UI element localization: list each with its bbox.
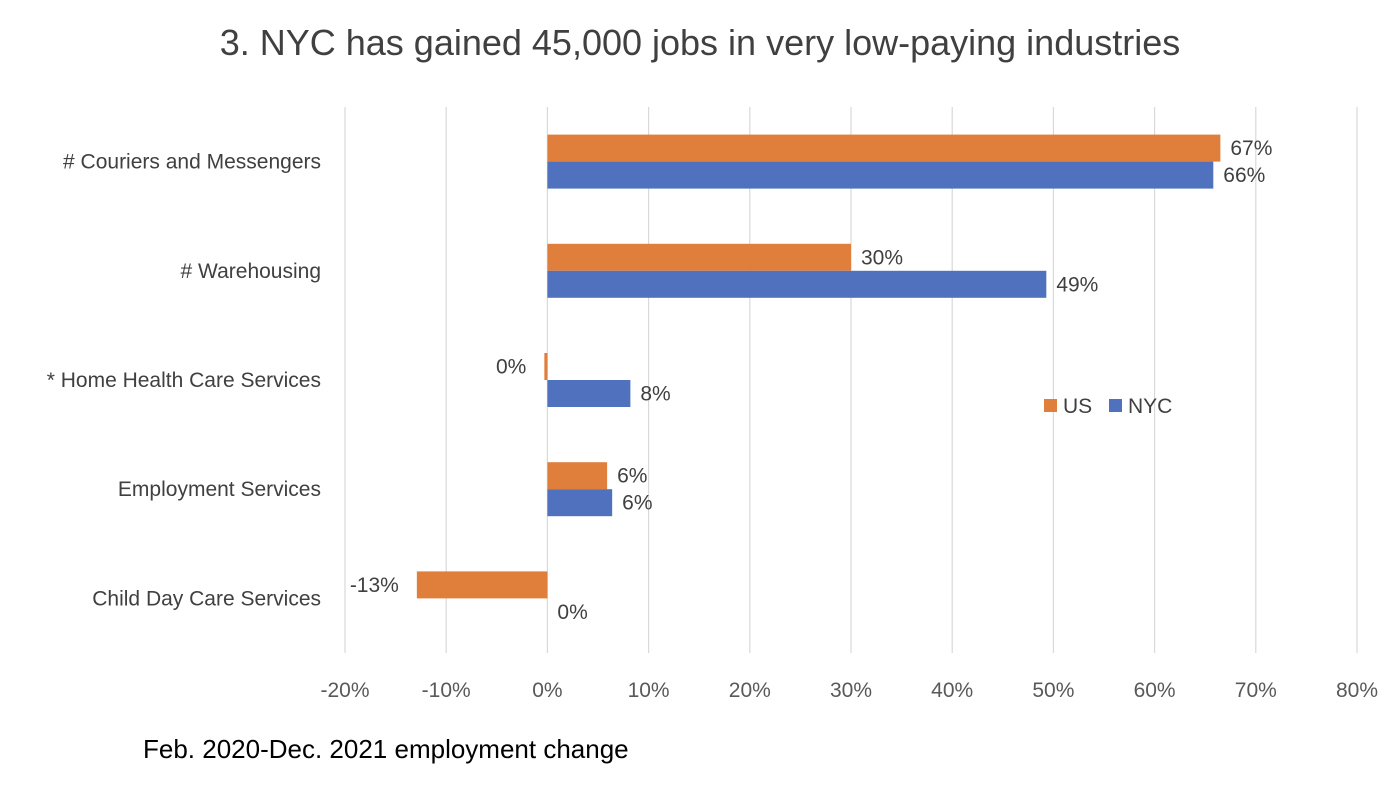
bars [416,134,1221,599]
category-label: Employment Services [118,478,321,501]
legend-label-nyc: NYC [1128,395,1172,418]
category-label: * Home Health Care Services [47,369,321,392]
gridlines [344,107,1358,653]
bar-us [544,353,548,380]
bar-us [547,462,608,490]
data-label-us: 67% [1230,137,1272,160]
chart-title: 3. NYC has gained 45,000 jobs in very lo… [219,22,1181,63]
category-label: # Warehousing [181,260,321,283]
x-tick-label: 50% [1032,679,1074,702]
category-label: Child Day Care Services [92,587,321,610]
x-tick-label: -20% [320,679,369,702]
category-labels: # Couriers and Messengers # Warehousing * … [47,151,321,611]
x-tick-label: 40% [931,679,973,702]
data-label-nyc: 0% [557,601,587,624]
x-tick-label: -10% [422,679,471,702]
x-tick-label: 0% [532,679,562,702]
data-label-nyc: 66% [1223,164,1265,187]
legend-swatch-us [1044,399,1057,412]
bar-us [547,243,851,271]
x-tick-label: 70% [1235,679,1277,702]
x-tick-label: 10% [628,679,670,702]
data-label-nyc: 8% [640,383,670,406]
data-label-us: 30% [861,246,903,269]
data-label-nyc: 6% [622,492,652,515]
data-label-us: -13% [350,574,399,597]
bar-nyc [547,161,1214,189]
bar-us [547,134,1221,162]
x-axis-label: Feb. 2020-Dec. 2021 employment change [143,734,629,764]
legend-swatch-nyc [1109,399,1122,412]
legend: US NYC [1044,395,1172,418]
x-axis-ticks: -20% -10% 0% 10% 20% 30% 40% 50% 60% 70% 80% [320,679,1378,702]
data-label-us: 6% [617,465,647,488]
x-tick-label: 60% [1134,679,1176,702]
bar-nyc [547,380,631,407]
x-tick-label: 80% [1336,679,1378,702]
bar-nyc [547,270,1047,298]
category-label: # Couriers and Messengers [63,151,321,174]
bar-us [416,571,548,599]
data-label-nyc: 49% [1056,273,1098,296]
x-tick-label: 20% [729,679,771,702]
legend-label-us: US [1063,395,1092,418]
bar-nyc [547,489,613,517]
data-label-us: 0% [496,356,526,379]
data-labels: 67% 66% 30% 49% 0% 8% 6% 6% -13% 0% [350,137,1273,624]
x-tick-label: 30% [830,679,872,702]
